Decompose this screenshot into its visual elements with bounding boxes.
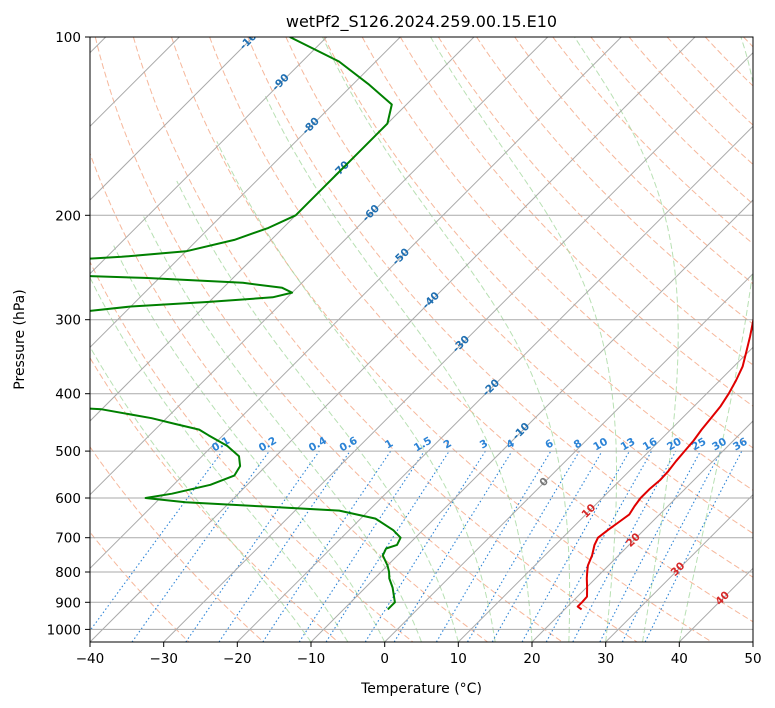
y-tick-label: 800 bbox=[55, 565, 81, 581]
x-tick-label: −40 bbox=[76, 651, 105, 667]
dry-adiabat-line bbox=[94, 37, 563, 642]
y-tick-label: 500 bbox=[55, 444, 81, 460]
isotherm-line bbox=[384, 272, 753, 642]
x-axis-ticks: −40 −30 −20 −10 0 10 20 30 40 50 bbox=[76, 642, 762, 667]
moist-adiabat-line bbox=[90, 276, 349, 642]
dewpoint-profile-line bbox=[90, 37, 402, 611]
isotherm-line bbox=[90, 37, 328, 275]
x-tick-label: 10 bbox=[450, 651, 467, 667]
mixing-ratio-line bbox=[521, 450, 630, 642]
isotherm-line bbox=[90, 37, 401, 349]
dry-adiabat-line bbox=[90, 531, 190, 642]
mixing-ratio-line bbox=[325, 450, 450, 642]
moist-adiabat-line bbox=[678, 37, 753, 642]
isotherm-line bbox=[310, 199, 753, 642]
dry-adiabat-line bbox=[132, 37, 638, 642]
isotherm-line bbox=[457, 346, 753, 642]
y-tick-label: 200 bbox=[55, 208, 81, 224]
dry-adiabat-line bbox=[628, 37, 753, 166]
dry-adiabat-line bbox=[476, 37, 753, 325]
plot-frame bbox=[89, 36, 754, 643]
x-tick-label: 20 bbox=[523, 651, 540, 667]
y-tick-label: 700 bbox=[55, 531, 81, 547]
mixing-ratio-line bbox=[185, 450, 320, 642]
x-tick-label: 50 bbox=[744, 651, 761, 667]
mixing-ratio-line bbox=[90, 450, 223, 632]
mixing-ratio-line bbox=[572, 450, 677, 642]
x-tick-label: 40 bbox=[671, 651, 688, 667]
y-tick-label: 900 bbox=[55, 595, 81, 611]
dry-adiabat-line bbox=[437, 37, 753, 366]
mixing-ratio-line bbox=[644, 450, 743, 642]
dry-adiabat-line bbox=[247, 37, 753, 578]
x-tick-label: −10 bbox=[297, 651, 326, 667]
y-tick-label: 300 bbox=[55, 313, 81, 329]
dry-adiabat-line bbox=[171, 37, 712, 642]
chart-title: wetPf2_S126.2024.259.00.15.E10 bbox=[286, 12, 557, 32]
y-axis-label: Pressure (hPa) bbox=[12, 289, 28, 389]
dry-adiabat-line bbox=[209, 37, 753, 623]
x-tick-label: 0 bbox=[380, 651, 389, 667]
y-tick-label: 100 bbox=[55, 30, 81, 46]
y-tick-label: 400 bbox=[55, 387, 81, 403]
isotherm-line bbox=[236, 125, 753, 642]
mixing-ratio-lines bbox=[90, 450, 743, 642]
moist-adiabats bbox=[90, 37, 753, 642]
isotherm-line bbox=[605, 493, 753, 642]
x-tick-label: −20 bbox=[223, 651, 252, 667]
y-tick-label: 600 bbox=[55, 491, 81, 507]
y-tick-label: 1000 bbox=[47, 622, 81, 638]
moist-adiabat-line bbox=[322, 37, 571, 642]
isotherm-line bbox=[531, 420, 753, 642]
moist-adiabat-line bbox=[430, 37, 617, 642]
moist-adiabat-line bbox=[90, 345, 312, 642]
x-axis-label: Temperature (°C) bbox=[360, 681, 482, 697]
isotherm-line bbox=[90, 37, 254, 201]
y-axis-ticks: 100 200 300 400 500 600 700 800 900 1000 bbox=[47, 30, 90, 638]
dry-adiabat-line bbox=[514, 37, 753, 285]
temperature-profile-line bbox=[576, 317, 753, 611]
moist-adiabat-line bbox=[113, 245, 386, 642]
isobars bbox=[90, 37, 753, 630]
moist-adiabat-line bbox=[142, 215, 422, 642]
moist-adiabat-line bbox=[176, 180, 459, 642]
moist-adiabat-line bbox=[574, 37, 679, 642]
isotherm-line bbox=[90, 37, 696, 642]
plot-area bbox=[90, 37, 753, 642]
dry-adiabat-line bbox=[90, 260, 414, 642]
mixing-ratio-line bbox=[218, 450, 351, 642]
dry-adiabat-line bbox=[90, 446, 264, 642]
x-tick-label: 30 bbox=[597, 651, 614, 667]
moist-adiabat-line bbox=[264, 94, 533, 642]
mixing-ratio-line bbox=[393, 450, 513, 642]
sounding-series bbox=[90, 37, 753, 611]
dry-adiabats bbox=[90, 37, 753, 642]
isotherm-line bbox=[90, 37, 549, 496]
x-tick-label: −30 bbox=[149, 651, 178, 667]
dry-adiabat-line bbox=[590, 37, 753, 205]
isotherms bbox=[90, 37, 753, 642]
isotherm-line bbox=[163, 51, 753, 642]
mixing-ratio-line bbox=[298, 450, 425, 642]
dry-adiabat-line bbox=[399, 37, 753, 407]
mixing-ratio-line bbox=[262, 450, 392, 642]
dry-adiabat-line bbox=[361, 37, 753, 449]
isotherm-line bbox=[90, 37, 622, 570]
mixing-ratio-line bbox=[131, 450, 270, 642]
